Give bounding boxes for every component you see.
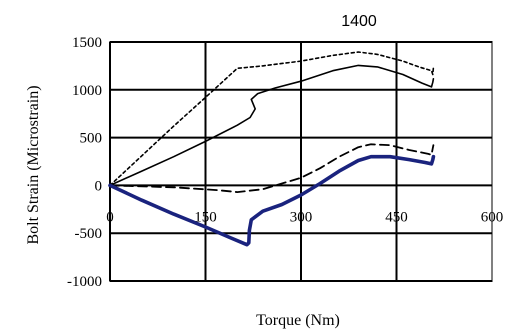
x-tick-label: 450 (385, 209, 408, 225)
series-line-3-dashed (109, 143, 435, 193)
x-tick-label: 0 (106, 209, 114, 225)
y-tick-label: -500 (75, 226, 103, 242)
series-line-1-dotted (109, 51, 435, 187)
x-tick-label: 150 (194, 209, 217, 225)
x-tick-label: 300 (290, 209, 313, 225)
chart-title: 1400 (341, 13, 377, 30)
x-tick-label: 600 (481, 209, 504, 225)
y-tick-label: 1000 (72, 83, 102, 99)
series-line-4-solid-thick (108, 154, 436, 247)
y-tick-label: -1000 (67, 274, 102, 290)
y-tick-label: 0 (95, 178, 103, 194)
y-tick-label: 1500 (72, 35, 102, 51)
y-tick-label: 500 (80, 131, 103, 147)
series-line-2-solid (109, 64, 435, 187)
y-axis-label: Bolt Strain (Microstrain) (25, 85, 42, 244)
x-axis-label: Torque (Nm) (256, 312, 340, 329)
series-group (108, 51, 436, 247)
grid (109, 41, 493, 282)
